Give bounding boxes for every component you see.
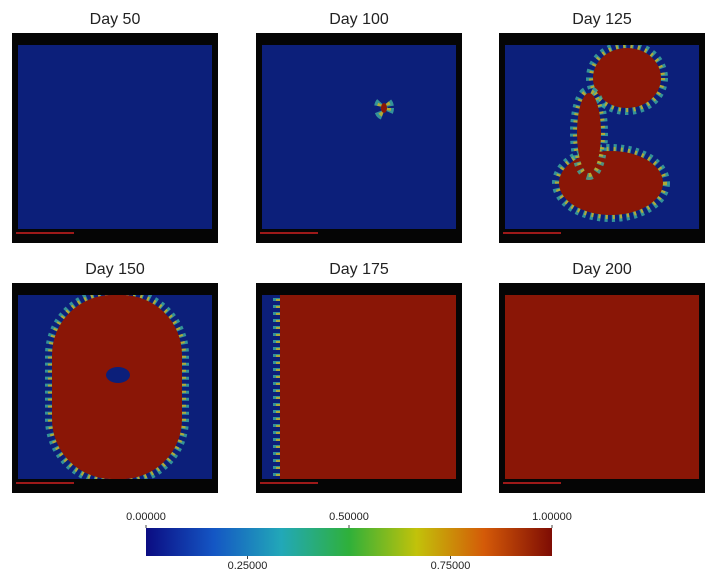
panel-image [256, 33, 462, 243]
field [18, 295, 212, 479]
colorbar-tick-label: 0.50000 [329, 511, 369, 523]
colorbar [146, 528, 552, 556]
field-background [18, 45, 212, 229]
invaded-region [280, 295, 456, 479]
invaded-region [505, 295, 699, 479]
hole [106, 367, 130, 383]
field [505, 295, 699, 479]
colorbar-tick-label: 0.25000 [228, 560, 268, 572]
invaded-region [52, 295, 182, 479]
invaded-region [381, 103, 387, 113]
panel-title: Day 125 [572, 11, 632, 28]
colorbar-tick-label: 0.75000 [431, 560, 471, 572]
invaded-region [577, 93, 601, 173]
panel-image [499, 33, 705, 243]
panel-title: Day 100 [329, 11, 389, 28]
panel-title: Day 50 [90, 11, 141, 28]
panel-image [499, 283, 705, 493]
field-background [262, 45, 456, 229]
field [18, 45, 212, 229]
panel-title: Day 175 [329, 261, 389, 278]
invaded-region [593, 48, 661, 108]
panel-image [12, 33, 218, 243]
colorbar-tick-label: 0.00000 [126, 511, 166, 523]
panel-title: Day 200 [572, 261, 632, 278]
invaded-region [559, 151, 663, 215]
field [262, 295, 456, 479]
field [505, 45, 699, 229]
panel-image [12, 283, 218, 493]
colorbar-tick-label: 1.00000 [532, 511, 572, 523]
field [262, 45, 456, 229]
panel-title: Day 150 [85, 261, 145, 278]
panel-image [256, 283, 462, 493]
